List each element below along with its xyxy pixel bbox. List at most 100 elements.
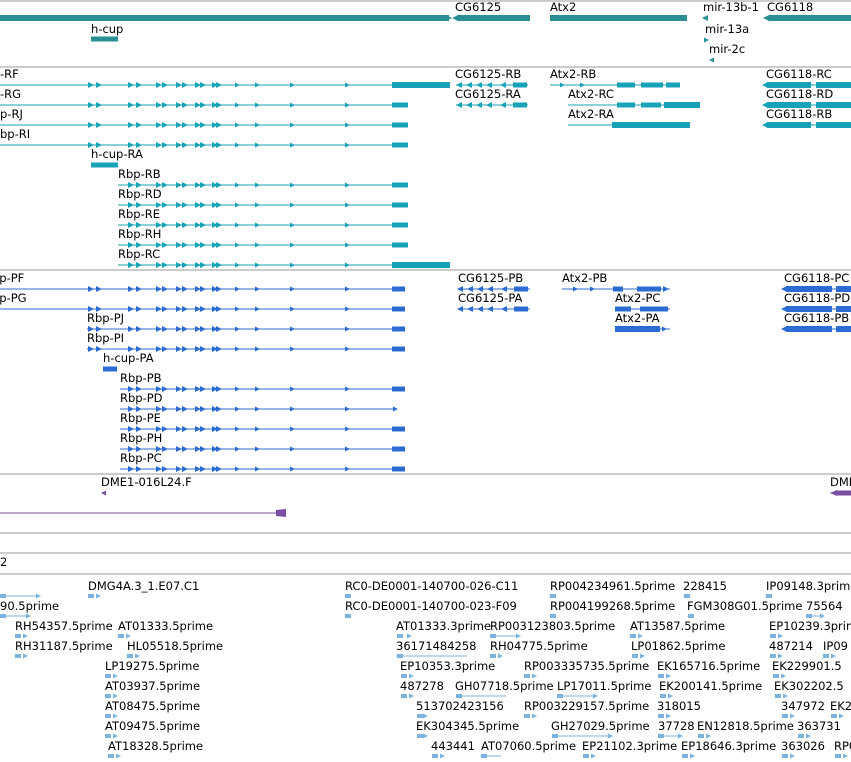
est-label[interactable]: 228415 — [683, 579, 727, 593]
strand-arrow — [212, 346, 218, 352]
transcript-label[interactable]: Rbp-RH — [118, 227, 162, 241]
transcript-label[interactable]: CG6125-RB — [455, 67, 522, 81]
transcript-label[interactable]: Atx2-PA — [615, 311, 660, 325]
est-label[interactable]: EN12818.5prime — [697, 719, 794, 733]
est-label[interactable]: 318015 — [657, 699, 701, 713]
transcript-label[interactable]: Rbp-RE — [118, 207, 160, 221]
est-label[interactable]: 363731 — [797, 719, 841, 733]
transcript-label[interactable]: CG6125-PB — [458, 271, 524, 285]
est-label[interactable]: 75564 — [806, 599, 843, 613]
transcript-label[interactable]: Atx2-PB — [562, 271, 608, 285]
gene-label-mir-13a[interactable]: mir-13a — [705, 22, 750, 36]
transcript-label[interactable]: h-cup-PA — [103, 351, 154, 365]
transcript-label[interactable]: -RF — [0, 67, 19, 81]
gene-label-mir-13b-1[interactable]: mir-13b-1 — [703, 0, 759, 14]
transcript-label[interactable]: CG6125-PA — [458, 291, 523, 305]
transcript-label[interactable]: Rbp-PD — [120, 391, 163, 405]
transcript-label[interactable]: Rbp-PB — [120, 371, 162, 385]
est-label[interactable]: EK304345.5prime — [416, 719, 520, 733]
est-label[interactable]: 487214 — [769, 639, 813, 653]
est-label[interactable]: RP003123803.5prime — [490, 619, 616, 633]
est-label[interactable]: RH54357.5prime — [15, 619, 113, 633]
transcript-label[interactable]: Rbp-PJ — [87, 311, 125, 325]
est-label[interactable]: 37728 — [658, 719, 695, 733]
transcript-label[interactable]: CG6118-PB — [784, 311, 850, 325]
est-label[interactable]: RH04775.5prime — [490, 639, 588, 653]
transcript-label[interactable]: Rbp-PH — [120, 431, 163, 445]
transcript-label[interactable]: bp-PF — [0, 271, 25, 285]
est-label[interactable]: EP21102.3prime — [582, 739, 678, 753]
transcript-label[interactable]: CG6118-PD — [784, 291, 851, 305]
gene-label-cg6125[interactable]: CG6125 — [455, 0, 502, 14]
est-label[interactable]: AT01333.3prime — [396, 619, 492, 633]
est-label[interactable]: EP10353.3prime — [400, 659, 496, 673]
est-label[interactable]: AT01333.5prime — [118, 619, 214, 633]
transcript-label[interactable]: bp-RI — [0, 127, 31, 141]
est-label[interactable]: RP003229157.5prime — [524, 699, 650, 713]
transcript-label[interactable]: CG6118-RB — [766, 107, 833, 121]
transcript-label[interactable]: Atx2-RA — [568, 107, 614, 121]
transcript-label[interactable]: bp-PG — [0, 291, 27, 305]
est-label[interactable]: EP10239.3prime — [769, 619, 851, 633]
est-label[interactable]: RP003335735.5prime — [524, 659, 650, 673]
est-label[interactable]: EK2 — [830, 699, 851, 713]
transcript-label[interactable]: h-cup-RA — [91, 147, 143, 161]
est-label[interactable]: IP09148.3prime — [766, 579, 851, 593]
est-label[interactable]: AT08475.5prime — [105, 699, 201, 713]
est-label[interactable]: RP0 — [834, 739, 851, 753]
est-label[interactable]: EK229901.5 — [772, 659, 842, 673]
est-label[interactable]: EK200141.5prime — [659, 679, 763, 693]
est-label[interactable]: 90.5prime — [0, 599, 60, 613]
est-label[interactable]: AT09475.5prime — [105, 719, 201, 733]
est-label[interactable]: AT03937.5prime — [105, 679, 201, 693]
est-label[interactable]: GH27029.5prime — [551, 719, 650, 733]
est-label[interactable]: RP004199268.5prime — [550, 599, 676, 613]
transcript-label[interactable]: -RG — [0, 87, 22, 101]
est-label[interactable]: 363026 — [781, 739, 825, 753]
transcript-label[interactable]: CG6125-RA — [455, 87, 521, 101]
gene-label-cg6118[interactable]: CG6118 — [767, 0, 814, 14]
est-label[interactable]: LP19275.5prime — [105, 659, 200, 673]
transcript-label[interactable]: Rbp-PC — [120, 451, 162, 465]
transcript-label[interactable]: Atx2-RC — [568, 87, 614, 101]
est-block — [632, 654, 638, 658]
transcript-label[interactable]: CG6118-RD — [766, 87, 834, 101]
transcript-label[interactable]: Atx2-PC — [615, 291, 661, 305]
clone-label[interactable]: DMI — [830, 475, 851, 489]
gene-label-atx2[interactable]: Atx2 — [550, 0, 577, 14]
est-label[interactable]: AT18328.5prime — [108, 739, 204, 753]
est-label[interactable]: RP004234961.5prime — [550, 579, 676, 593]
est-label[interactable]: LP01862.5prime — [631, 639, 726, 653]
est-label[interactable]: 347972 — [781, 699, 825, 713]
transcript-label[interactable]: Rbp-RB — [118, 167, 161, 181]
est-label[interactable]: RH31187.5prime — [15, 639, 113, 653]
est-label[interactable]: AT13587.5prime — [630, 619, 726, 633]
transcript-label[interactable]: Rbp-RC — [118, 247, 161, 261]
est-label[interactable]: DMG4A.3_1.E07.C1 — [88, 579, 200, 593]
transcript-label[interactable]: p-RJ — [0, 107, 23, 121]
transcript-label[interactable]: CG6118-RC — [766, 67, 832, 81]
est-label[interactable]: 513702423156 — [416, 699, 504, 713]
est-label[interactable]: GH07718.5prime — [455, 679, 554, 693]
est-label[interactable]: 36171484258 — [396, 639, 477, 653]
est-label[interactable]: RC0-DE0001-140700-023-F09 — [345, 599, 517, 613]
transcript-label[interactable]: Rbp-RD — [118, 187, 162, 201]
transcript-label[interactable]: Rbp-PI — [87, 331, 125, 345]
transcript-label[interactable]: Rbp-PE — [120, 411, 161, 425]
transcript-label[interactable]: Atx2-RB — [550, 67, 597, 81]
est-label[interactable]: FGM308G01.5prime — [687, 599, 803, 613]
transcript-label[interactable]: CG6118-PC — [784, 271, 850, 285]
est-label[interactable]: HL05518.5prime — [127, 639, 224, 653]
est-label[interactable]: RC0-DE0001-140700-026-C11 — [345, 579, 519, 593]
gene-label-mir-2c[interactable]: mir-2c — [709, 42, 746, 56]
est-label[interactable]: 443441 — [431, 739, 475, 753]
est-label[interactable]: EP18646.3prime — [681, 739, 777, 753]
gene-label-h-cup[interactable]: h-cup — [91, 22, 124, 36]
est-label[interactable]: IP09 — [823, 639, 848, 653]
est-label[interactable]: 487278 — [400, 679, 444, 693]
est-label[interactable]: LP17011.5prime — [557, 679, 652, 693]
est-label[interactable]: EK165716.5prime — [657, 659, 761, 673]
clone-label[interactable]: DME1-016L24.F — [101, 475, 192, 489]
est-label[interactable]: EK302202.5 — [774, 679, 844, 693]
est-label[interactable]: AT07060.5prime — [481, 739, 577, 753]
